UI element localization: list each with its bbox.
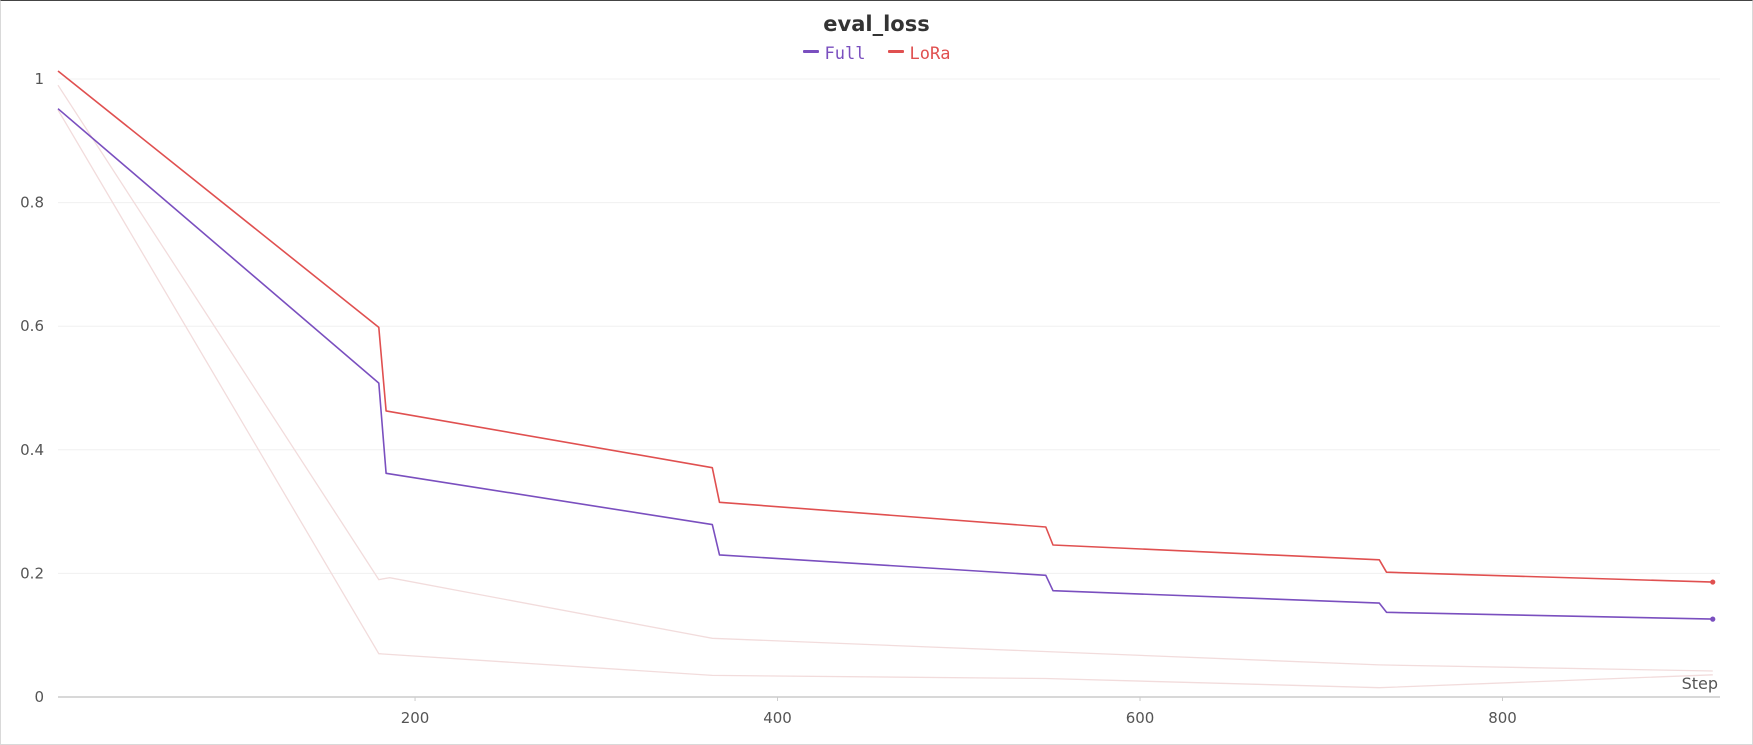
chart-title: eval_loss	[823, 12, 930, 36]
faint-lines	[57, 84, 1713, 689]
grid	[58, 78, 1720, 574]
series-end-point-lora[interactable]	[1710, 579, 1716, 585]
legend-swatch-full	[802, 49, 819, 53]
legend-swatch-lora	[887, 49, 904, 53]
axes: 0 0.2 0.4 0.6 0.8 1 200 400 600 800	[20, 70, 1720, 727]
y-tick-label-4: 0.8	[20, 194, 44, 212]
legend-item-full[interactable]: Full	[802, 44, 866, 64]
x-tick-label-1: 400	[763, 709, 792, 727]
y-tick-label-0: 0	[34, 688, 44, 706]
y-tick-label-1: 0.2	[20, 564, 44, 582]
y-tick-label-5: 1	[34, 70, 44, 88]
series-line-lora[interactable]	[57, 70, 1713, 583]
series-line-full[interactable]	[57, 108, 1713, 620]
y-tick-label-3: 0.6	[20, 317, 44, 335]
legend-label-lora: LoRa	[909, 44, 951, 64]
x-tick-label-2: 600	[1126, 709, 1155, 727]
legend[interactable]: Full LoRa	[0, 44, 1753, 64]
y-tick-label-2: 0.4	[20, 441, 44, 459]
faint-line-1	[57, 109, 1713, 689]
x-tick-label-3: 800	[1488, 709, 1517, 727]
x-axis-label: Step	[1682, 674, 1718, 693]
legend-label-full: Full	[824, 44, 866, 64]
x-tick-label-0: 200	[401, 709, 430, 727]
faint-line-0	[57, 84, 1713, 672]
legend-item-lora[interactable]: LoRa	[887, 44, 951, 64]
series-end-point-full[interactable]	[1710, 616, 1716, 622]
series-lines	[57, 70, 1716, 622]
